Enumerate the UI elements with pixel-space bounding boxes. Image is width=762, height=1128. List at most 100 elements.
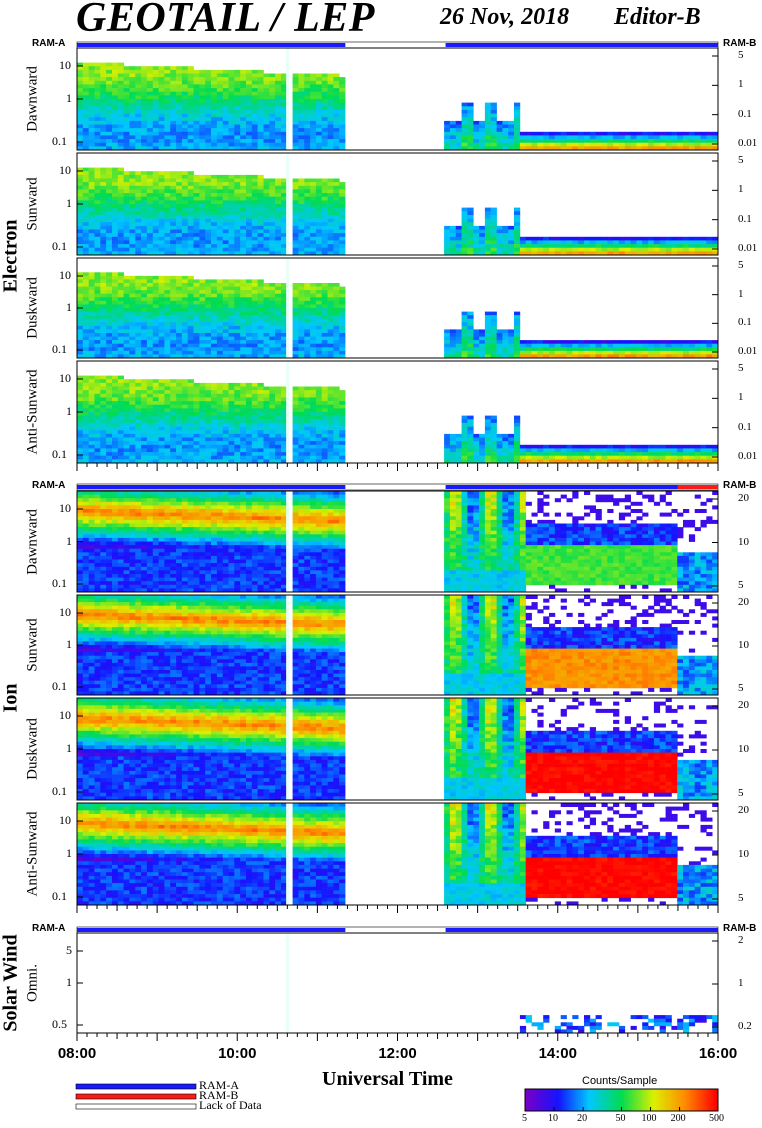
group-label: Solar Wind [0, 934, 22, 1032]
gap-stripe [286, 803, 290, 905]
panel-label: Dawnward [24, 508, 41, 575]
y-tick-label-right: 0.01 [738, 137, 758, 149]
colorbar-tick-label: 100 [641, 1113, 657, 1124]
ram-bar-segment [345, 485, 446, 489]
ram-bar-segment [77, 43, 346, 47]
gap-stripe [286, 153, 290, 255]
y-tick-label-right: 10 [738, 743, 749, 755]
y-tick-label: 1 [66, 196, 72, 210]
y-tick-label-right: 5 [738, 892, 744, 904]
spectrogram-panel [77, 167, 719, 256]
spectrogram-panel [77, 272, 719, 359]
colorbar-tick-label: 20 [577, 1113, 588, 1124]
y-tick-label-right: 5 [738, 49, 744, 61]
y-tick-label: 0.1 [52, 889, 67, 903]
y-tick-label-right: 1 [738, 78, 744, 91]
legend-swatch [75, 1083, 197, 1090]
y-tick-label-right: 20 [738, 596, 749, 608]
y-tick-label: 1 [66, 741, 72, 755]
y-tick-label: 10 [59, 58, 71, 72]
y-tick-label: 0.1 [52, 784, 67, 798]
panel-label: Sunward [24, 618, 41, 672]
y-tick-label-right: 5 [738, 682, 744, 694]
gap-stripe [286, 933, 290, 1033]
panel-label: Duskward [24, 718, 41, 780]
gap-stripe [286, 258, 290, 358]
y-tick-label-right: 1 [738, 977, 744, 989]
ram-bar-segment [445, 485, 678, 489]
y-tick-label-right: 1 [738, 287, 744, 300]
y-tick-label: 1 [66, 91, 72, 105]
group-label: Electron [0, 219, 22, 292]
colorbar-tick-label: 200 [670, 1113, 686, 1124]
legend-swatch [75, 1093, 197, 1100]
ram-b-label: RAM-B [723, 923, 757, 934]
ram-bar-segment [345, 928, 446, 932]
y-tick-label-right: 2 [738, 934, 744, 946]
y-tick-label: 10 [59, 708, 71, 722]
header-date: 26 Nov, 2018 [440, 4, 570, 30]
ram-bar-segment [445, 928, 718, 932]
spectrogram-panel [77, 595, 719, 696]
y-tick-label: 1 [66, 300, 72, 314]
y-tick-label-right: 5 [738, 787, 744, 799]
x-tick-label: 12:00 [378, 1045, 417, 1062]
y-tick-label: 0.1 [52, 576, 67, 590]
spectrogram-panel [77, 375, 719, 464]
y-tick-label-right: 5 [738, 362, 744, 374]
y-tick-label-right: 0.01 [738, 345, 758, 357]
y-tick-label-right: 0.1 [738, 107, 752, 120]
ram-a-label: RAM-A [32, 480, 66, 491]
x-tick-label: 08:00 [57, 1045, 97, 1062]
gap-stripe [286, 698, 290, 800]
y-tick-label: 1 [66, 637, 72, 651]
x-tick-label: 16:00 [698, 1045, 738, 1062]
y-tick-label-right: 1 [738, 183, 744, 196]
gap-stripe [286, 595, 290, 695]
ram-a-label: RAM-A [32, 923, 66, 934]
y-tick-label: 0.5 [52, 1017, 67, 1031]
gap-stripe [286, 361, 290, 463]
y-tick-label: 10 [59, 501, 71, 515]
panel-label: Dawnward [24, 66, 41, 132]
y-tick-label-right: 0.01 [738, 450, 758, 462]
panel-label: Duskward [24, 277, 41, 339]
y-tick-label-right: 5 [738, 579, 744, 591]
spectrogram-panel [77, 62, 719, 151]
colorbar-tick-label: 10 [548, 1113, 559, 1124]
legend-label: RAM-B [199, 1088, 239, 1102]
y-tick-label: 10 [59, 163, 71, 177]
ram-bar-segment [77, 928, 346, 932]
y-tick-label-right: 20 [738, 804, 749, 816]
header-title: GEOTAIL / LEP [76, 0, 375, 41]
y-tick-label: 0.1 [52, 342, 67, 356]
y-tick-label-right: 0.1 [738, 420, 752, 433]
y-tick-label-right: 0.2 [738, 1020, 752, 1032]
y-tick-label-right: 0.1 [738, 212, 752, 225]
ram-a-label: RAM-A [32, 38, 66, 49]
spectrogram-panel [77, 698, 719, 801]
y-tick-label: 0.1 [52, 134, 67, 148]
spectrogram-panel [77, 491, 719, 593]
y-tick-label: 1 [66, 404, 72, 418]
colorbar-title: Counts/Sample [582, 1075, 658, 1087]
colorbar-tick-label: 5 [522, 1113, 527, 1124]
panel-label: Anti-Sunward [24, 369, 41, 455]
ram-bar-segment [345, 43, 446, 47]
y-tick-label-right: 20 [738, 699, 749, 711]
ram-b-label: RAM-B [723, 38, 757, 49]
y-tick-label: 5 [66, 943, 72, 957]
gap-stripe [286, 48, 290, 150]
y-tick-label-right: 0.01 [738, 242, 758, 254]
y-tick-label-right: 20 [738, 492, 749, 504]
y-tick-label-right: 10 [738, 848, 749, 860]
legend-label: Lack of Data [199, 1098, 262, 1112]
legend-swatch [75, 1103, 197, 1110]
x-tick-label: 10:00 [218, 1045, 257, 1062]
panel-label: Sunward [24, 177, 41, 231]
y-tick-label: 10 [59, 605, 71, 619]
y-tick-label-right: 5 [738, 154, 744, 166]
y-tick-label: 1 [66, 533, 72, 548]
x-axis-title: Universal Time [322, 1068, 453, 1090]
y-tick-label: 1 [66, 846, 72, 860]
